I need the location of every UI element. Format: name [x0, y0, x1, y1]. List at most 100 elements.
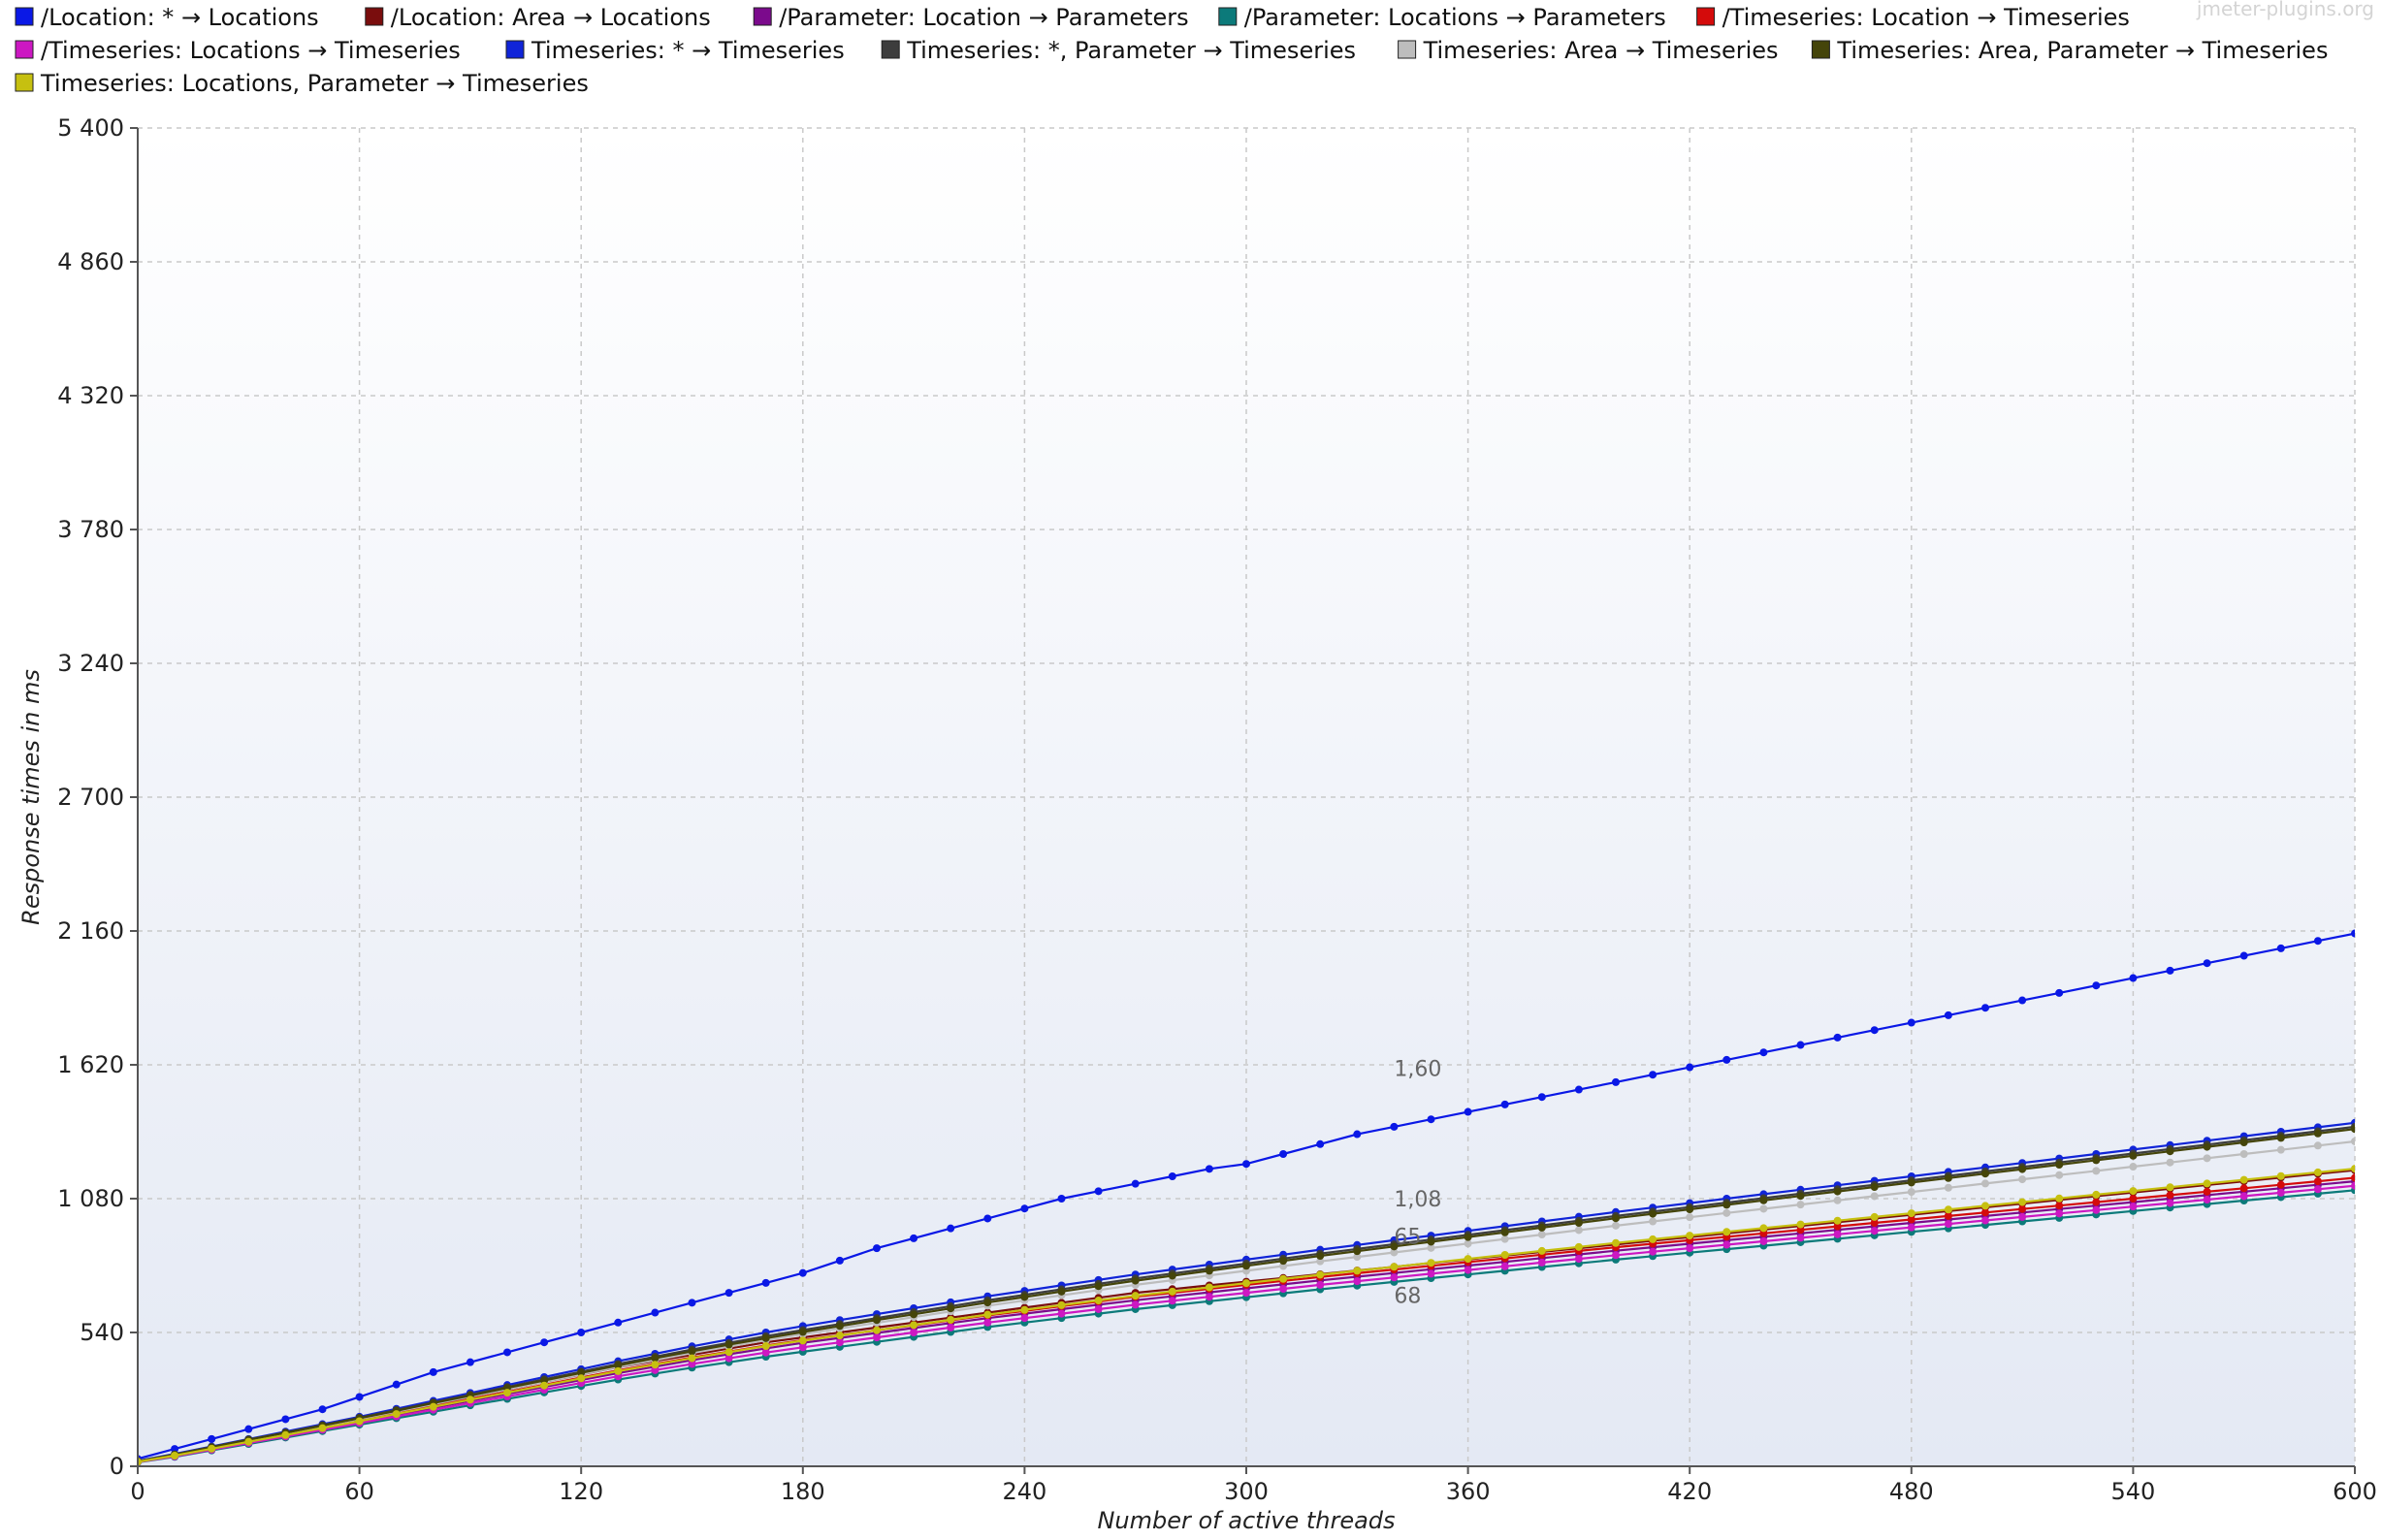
data-point	[651, 1365, 660, 1374]
data-point	[1316, 1257, 1325, 1266]
data-point	[1094, 1282, 1103, 1291]
legend-item: /Timeseries: Locations → Timeseries	[15, 37, 461, 64]
x-tick-label: 300	[1224, 1478, 1269, 1505]
x-tick-label: 480	[1889, 1478, 1934, 1505]
data-point	[1833, 1187, 1842, 1196]
data-point	[2129, 974, 2138, 982]
data-point	[983, 1310, 992, 1319]
data-point	[724, 1289, 733, 1298]
data-point	[1537, 1258, 1546, 1267]
data-point	[1907, 1209, 1915, 1218]
data-point	[2018, 1212, 2027, 1221]
data-point	[798, 1336, 807, 1345]
data-point	[688, 1347, 696, 1356]
data-point	[355, 1417, 364, 1426]
data-point	[1427, 1243, 1435, 1252]
data-point	[2166, 1199, 2174, 1207]
legend-item: /Location: Area → Locations	[365, 4, 711, 31]
data-point	[1057, 1300, 1066, 1309]
data-point	[1242, 1160, 1250, 1169]
data-point	[503, 1348, 511, 1357]
data-point	[281, 1415, 290, 1424]
data-point	[1500, 1235, 1509, 1243]
data-point	[1537, 1093, 1546, 1102]
x-tick-label: 600	[2333, 1478, 2377, 1505]
data-point	[2313, 1129, 2322, 1138]
data-point	[1057, 1309, 1066, 1318]
data-point	[1427, 1259, 1435, 1267]
y-tick-label: 1 080	[57, 1185, 124, 1212]
data-point	[1870, 1192, 1879, 1201]
data-point	[2018, 996, 2027, 1005]
data-point	[798, 1268, 807, 1277]
data-point	[1833, 1222, 1842, 1231]
data-point	[1094, 1187, 1103, 1196]
x-tick-label: 60	[344, 1478, 374, 1505]
legend-swatch	[753, 7, 772, 26]
data-point	[2166, 966, 2174, 975]
data-point	[1833, 1216, 1842, 1225]
legend: /Location: * → Locations/Location: Area …	[15, 4, 2328, 97]
series-group	[138, 929, 2355, 1463]
x-tick-label: 360	[1446, 1478, 1491, 1505]
data-point	[2313, 1141, 2322, 1150]
data-point	[1168, 1271, 1176, 1280]
data-point	[2276, 1171, 2285, 1180]
series-layer: 1,60 1,08 65 68	[138, 929, 2355, 1466]
data-point	[1722, 1240, 1731, 1249]
data-point	[1649, 1235, 1658, 1243]
data-point	[2276, 1145, 2285, 1154]
y-tick-label: 2 700	[57, 784, 124, 811]
data-point	[1131, 1276, 1140, 1285]
data-point	[2313, 1168, 2322, 1176]
data-point	[2203, 1187, 2211, 1196]
legend-label: Timeseries: * → Timeseries	[531, 37, 845, 64]
data-point	[798, 1328, 807, 1336]
y-tick-label: 540	[80, 1319, 124, 1346]
annotation-group: 1,60 1,08 65 68	[1394, 1058, 1441, 1309]
data-point	[1981, 1202, 1989, 1210]
data-point	[1686, 1232, 1694, 1240]
y-axis-title: Response times in ms	[17, 669, 45, 925]
legend-label: Timeseries: Area → Timeseries	[1423, 37, 1779, 64]
data-point	[1944, 1173, 1952, 1182]
grid	[138, 127, 2356, 1466]
x-tick-label: 540	[2110, 1478, 2155, 1505]
data-point	[2129, 1187, 2138, 1196]
data-point	[1131, 1300, 1140, 1309]
data-point	[2276, 1180, 2285, 1189]
data-point	[1907, 1188, 1915, 1197]
axes: 0 60 120 180 240 300 360 420 480 540 600 0 540 1 080 1…	[57, 114, 2377, 1505]
data-point	[983, 1299, 992, 1307]
data-point	[1981, 1170, 1989, 1178]
data-point	[2129, 1151, 2138, 1160]
data-point	[1353, 1253, 1362, 1262]
data-point	[1759, 1048, 1768, 1057]
legend-label: /Location: Area → Locations	[391, 4, 711, 31]
legend-swatch	[1811, 40, 1830, 59]
data-point	[1612, 1251, 1620, 1260]
data-point	[2239, 1175, 2248, 1184]
data-point	[1796, 1220, 1805, 1229]
legend-item: /Location: * → Locations	[15, 4, 319, 31]
data-point	[1686, 1204, 1694, 1213]
y-tick-label: 3 240	[57, 650, 124, 677]
data-point	[2055, 1202, 2064, 1210]
data-point	[1612, 1221, 1620, 1230]
data-point	[1205, 1267, 1213, 1275]
data-point	[1427, 1269, 1435, 1278]
legend-swatch	[15, 73, 34, 92]
data-point	[651, 1354, 660, 1363]
data-point	[835, 1256, 844, 1265]
data-point	[1870, 1182, 1879, 1191]
data-point	[1722, 1055, 1731, 1064]
data-point	[1020, 1314, 1029, 1323]
data-point	[873, 1333, 881, 1342]
data-point	[1353, 1277, 1362, 1286]
data-point	[2239, 1150, 2248, 1158]
data-point	[2276, 1134, 2285, 1142]
data-point	[2239, 1192, 2248, 1201]
data-point	[761, 1278, 770, 1287]
data-point	[2313, 937, 2322, 946]
data-point	[724, 1340, 733, 1349]
